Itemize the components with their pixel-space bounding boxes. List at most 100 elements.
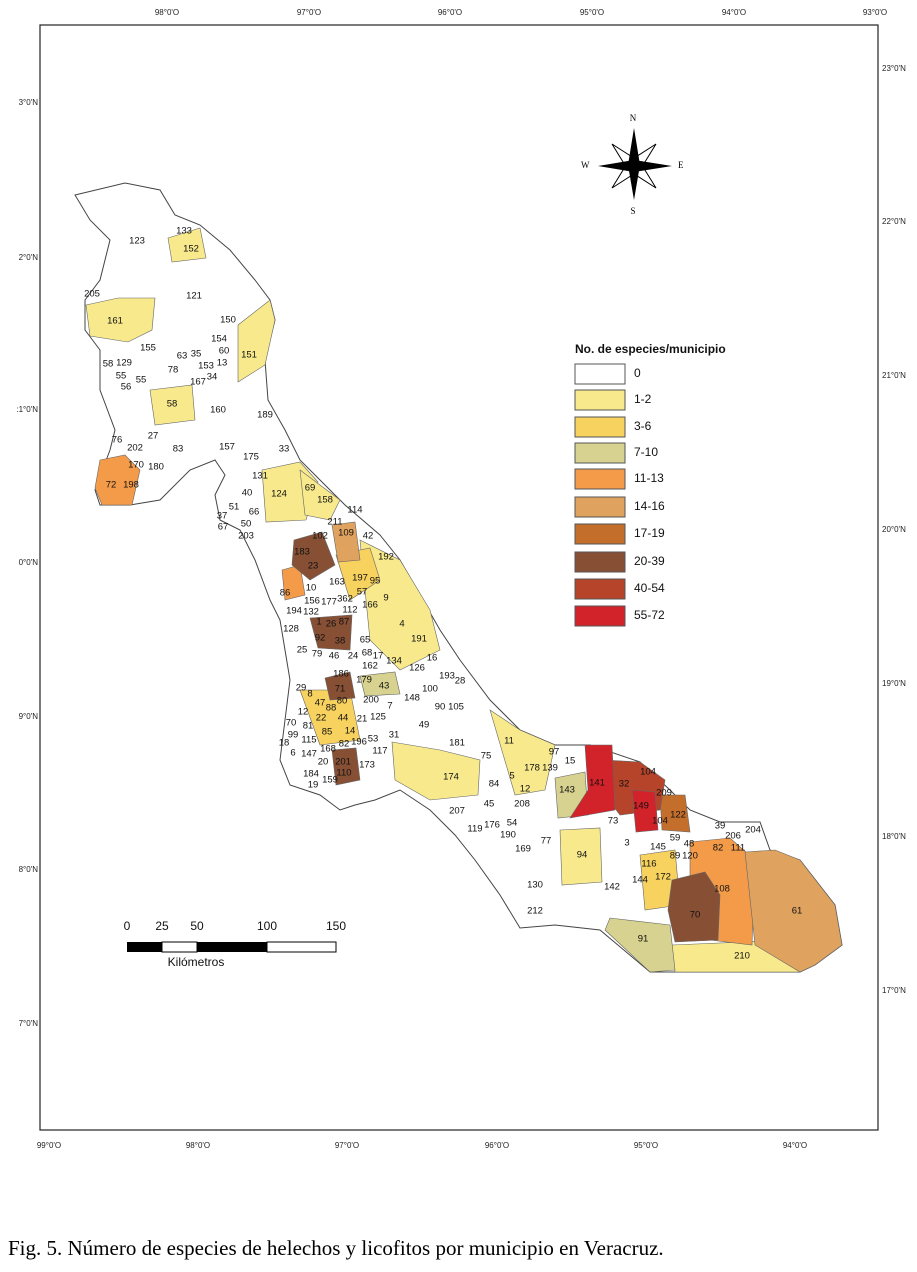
municipality-label: 189 (257, 410, 273, 421)
municipality-label: 18 (279, 738, 290, 749)
municipality-label: 196 (351, 737, 367, 748)
region-fill (604, 917, 676, 973)
municipality-label: 21 (357, 714, 368, 725)
municipality-label: 73 (608, 816, 619, 827)
municipality-label: 119 (467, 824, 482, 835)
municipality-label: 83 (173, 444, 184, 455)
legend-label: 11-13 (634, 471, 664, 485)
municipality-label: 117 (372, 746, 387, 757)
municipality-label: 168 (320, 744, 336, 755)
municipality-label: 126 (409, 663, 425, 674)
municipality-label: 16 (427, 653, 438, 664)
municipality-label: 47 (315, 698, 326, 709)
municipality-label: 72 (106, 480, 117, 491)
municipality-label: 77 (541, 836, 552, 847)
bottom-axis-label: 95°0'O (634, 1141, 658, 1150)
legend-swatch (574, 416, 626, 438)
compass-e: E (678, 160, 684, 170)
municipality-label: 105 (448, 702, 464, 713)
municipality-label: 162 (362, 661, 378, 672)
municipality-label: 177 (321, 597, 337, 608)
municipality-label: 17 (373, 651, 384, 662)
municipality-label: 34 (207, 372, 218, 383)
left-axis-label: 7°0'N (19, 1019, 39, 1028)
scale-tick-label: 0 (124, 919, 131, 933)
municipality-label: 128 (283, 624, 299, 635)
municipality-label: 33 (279, 444, 290, 455)
municipality-label: 204 (745, 825, 761, 836)
right-axis-label: 18°0'N (882, 832, 906, 841)
scale-unit: Kilómetros (168, 955, 225, 969)
municipality-label: 71 (335, 684, 346, 695)
municipality-label: 152 (183, 244, 199, 255)
municipality-label: 82 (713, 843, 724, 854)
municipality-label: 143 (559, 785, 575, 796)
region-fill (489, 709, 556, 796)
region-fill (359, 539, 441, 671)
municipality-label: 134 (386, 656, 402, 667)
municipality-label: 180 (148, 462, 164, 473)
municipality-label: 178 (524, 763, 540, 774)
municipality-label: 163 (329, 577, 345, 588)
left-axis-label: 9°0'N (19, 712, 39, 721)
municipality-label: 1 (316, 617, 321, 628)
municipality-label: 198 (123, 480, 139, 491)
top-axis-label: 97°0'O (297, 8, 321, 17)
legend-label: 55-72 (634, 608, 665, 622)
municipality-label: 5 (509, 771, 514, 782)
municipality-label: 7 (387, 701, 392, 712)
right-axis-label: 19°0'N (882, 679, 906, 688)
legend-swatch (574, 363, 626, 385)
legend-swatch (574, 468, 626, 490)
municipality-label: 79 (312, 649, 323, 660)
municipality-label: 193 (439, 671, 455, 682)
municipality-label: 173 (359, 760, 375, 771)
left-axis-label: 2°0'N (19, 253, 39, 262)
municipality-label: 86 (280, 588, 291, 599)
municipality-label: 54 (507, 818, 518, 829)
municipality-label: 130 (527, 880, 543, 891)
region-fill (631, 789, 659, 833)
legend-label: 0 (634, 366, 641, 380)
municipality-label: 211 (327, 517, 342, 528)
municipality-label: 58 (103, 359, 114, 370)
municipality-label: 133 (176, 226, 192, 237)
municipality-label: 8 (307, 689, 312, 700)
municipality-label: 43 (379, 681, 390, 692)
municipality-fills (85, 227, 843, 973)
region-fill (667, 871, 721, 943)
top-axis-label: 94°0'O (722, 8, 746, 17)
municipality-label: 12 (520, 784, 531, 795)
left-axis-label: 8°0'N (19, 865, 39, 874)
compass-rose: N S E W (581, 113, 684, 216)
municipality-label: 149 (633, 801, 649, 812)
bottom-axis-label: 96°0'O (485, 1141, 509, 1150)
region-fill (744, 849, 843, 973)
municipality-label: 55 (116, 371, 127, 382)
municipality-label: 6 (290, 748, 295, 759)
municipality-label: 60 (219, 346, 230, 357)
municipality-label: 212 (527, 906, 543, 917)
legend-label: 20-39 (634, 554, 665, 568)
legend-title: No. de especies/municipio (575, 342, 726, 356)
region-fill (149, 384, 196, 426)
municipality-label: 38 (335, 636, 346, 647)
municipality-label: 104 (652, 816, 668, 827)
municipality-label: 61 (792, 906, 803, 917)
municipality-label: 65 (360, 635, 371, 646)
municipality-label: 186 (333, 669, 349, 680)
region-fill (331, 747, 361, 786)
municipality-label: 155 (140, 343, 156, 354)
region-fill (237, 299, 276, 383)
municipality-label: 51 (229, 502, 240, 513)
municipality-label: 67 (218, 522, 229, 533)
municipality-label: 169 (515, 844, 531, 855)
legend-label: 40-54 (634, 581, 665, 595)
municipality-label: 70 (286, 718, 297, 729)
municipality-label: 115 (301, 735, 316, 746)
region-fill (85, 297, 156, 343)
municipality-label: 50 (241, 519, 252, 530)
legend-swatch (574, 389, 626, 411)
left-axis-label: 0°0'N (19, 558, 39, 567)
